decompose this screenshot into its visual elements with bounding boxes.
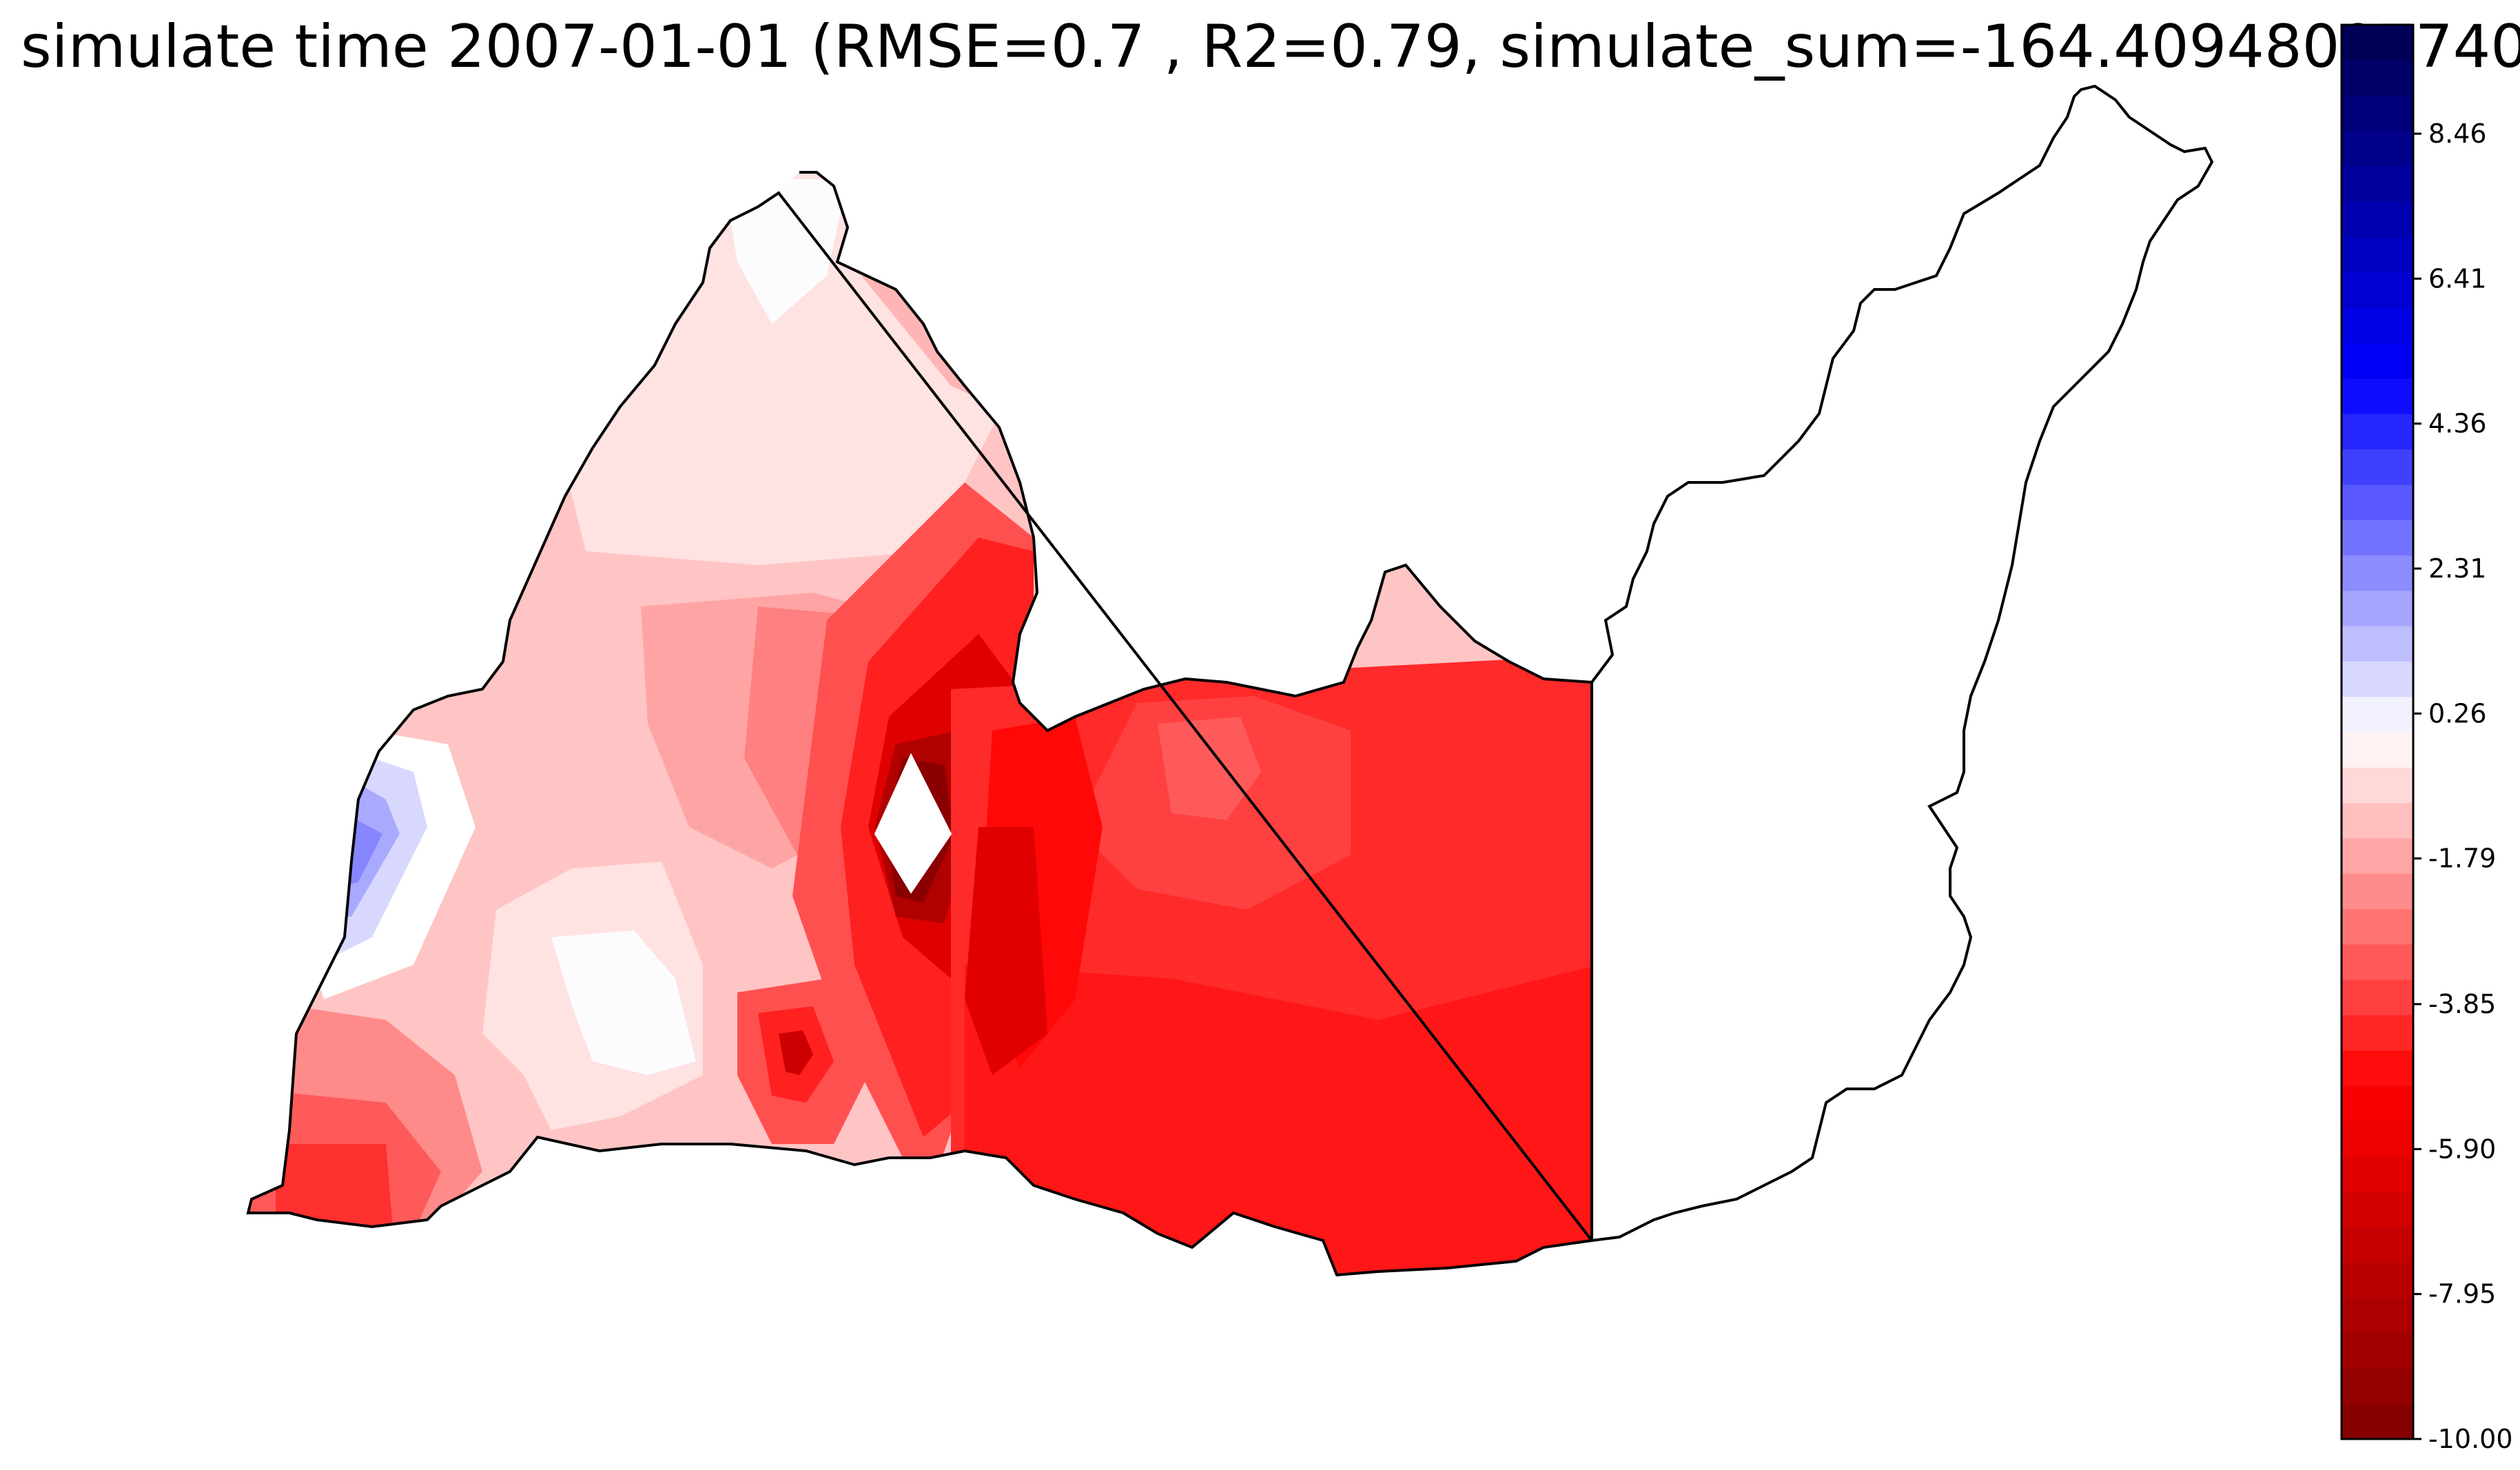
colorbar-band [2342, 1333, 2413, 1369]
basin-boundary-west [246, 171, 1595, 1277]
colorbar-band [2342, 25, 2413, 61]
colorbar-band [2342, 661, 2413, 697]
contour-band [1158, 717, 1261, 820]
colorbar-band [2342, 1085, 2413, 1121]
colorbar-band [2342, 1050, 2413, 1086]
page-title: simulate time 2007-01-01 (RMSE=0.7 , R2=… [21, 12, 2520, 81]
colorbar-band [2342, 1156, 2413, 1192]
colorbar-band [2342, 1121, 2413, 1157]
colorbar-band [2342, 1368, 2413, 1405]
colorbar-band [2342, 1227, 2413, 1263]
colorbar-band [2342, 484, 2413, 520]
contour-band [276, 1144, 393, 1227]
contour-band [724, 179, 848, 324]
contour-band [779, 1030, 813, 1075]
colorbar-band [2342, 520, 2413, 556]
colorbar-tick-label: -3.85 [2428, 989, 2496, 1019]
colorbar-band [2342, 378, 2413, 414]
colorbar-band [2342, 307, 2413, 344]
colorbar-band [2342, 1297, 2413, 1334]
colorbar-tick-label: 8.46 [2428, 119, 2487, 149]
colorbar-tick-label: -5.90 [2428, 1134, 2496, 1164]
colorbar-band [2342, 130, 2413, 167]
colorbar-band [2342, 696, 2413, 733]
colorbar-tick-label: -1.79 [2428, 844, 2496, 874]
colorbar-band [2342, 590, 2413, 626]
colorbar-band [2342, 343, 2413, 379]
colorbar-band [2342, 1262, 2413, 1298]
colorbar-band [2342, 767, 2413, 804]
colorbar-band [2342, 873, 2413, 910]
colorbar-band [2342, 236, 2413, 273]
colorbar-band [2342, 414, 2413, 450]
colorbar-tick-label: 0.26 [2428, 698, 2487, 728]
colorbar-band [2342, 979, 2413, 1015]
colorbar-tick-label: 6.41 [2428, 263, 2487, 294]
colorbar-band [2342, 555, 2413, 591]
colorbar-band [2342, 1191, 2413, 1227]
colorbar-band [2342, 802, 2413, 839]
empty-cell-outline [874, 753, 952, 894]
basin-boundary-east [1590, 84, 2214, 1243]
contour-band [551, 930, 696, 1075]
colorbar-band [2342, 626, 2413, 662]
contour-band [965, 827, 1047, 1075]
colorbar-band [2342, 449, 2413, 485]
colorbar-tick-label: 4.36 [2428, 409, 2487, 439]
contour-band [965, 965, 1592, 1275]
colorbar-band [2342, 943, 2413, 980]
colorbar-band [2342, 60, 2413, 96]
colorbar-band [2342, 908, 2413, 945]
colorbar-band [2342, 166, 2413, 203]
colorbar-band [2342, 201, 2413, 238]
colorbar-tick-label: 2.31 [2428, 553, 2487, 584]
colorbar-band [2342, 732, 2413, 768]
colorbar-bands [2342, 25, 2413, 1440]
colorbar-band [2342, 1403, 2413, 1440]
colorbar-tick-label: -10.00 [2428, 1424, 2513, 1454]
colorbar-tick-label: -7.95 [2428, 1279, 2496, 1309]
colorbar-band [2342, 272, 2413, 308]
colorbar-frame [2340, 23, 2415, 1440]
colorbar-band [2342, 95, 2413, 132]
empty-cell [875, 755, 951, 892]
colorbar-band [2342, 837, 2413, 874]
colorbar-band [2342, 1014, 2413, 1051]
colorbar-ticks: 8.46 6.41 4.36 2.31 0.26 -1.79 -3.85 -5.90 -7.95… [2413, 119, 2513, 1454]
